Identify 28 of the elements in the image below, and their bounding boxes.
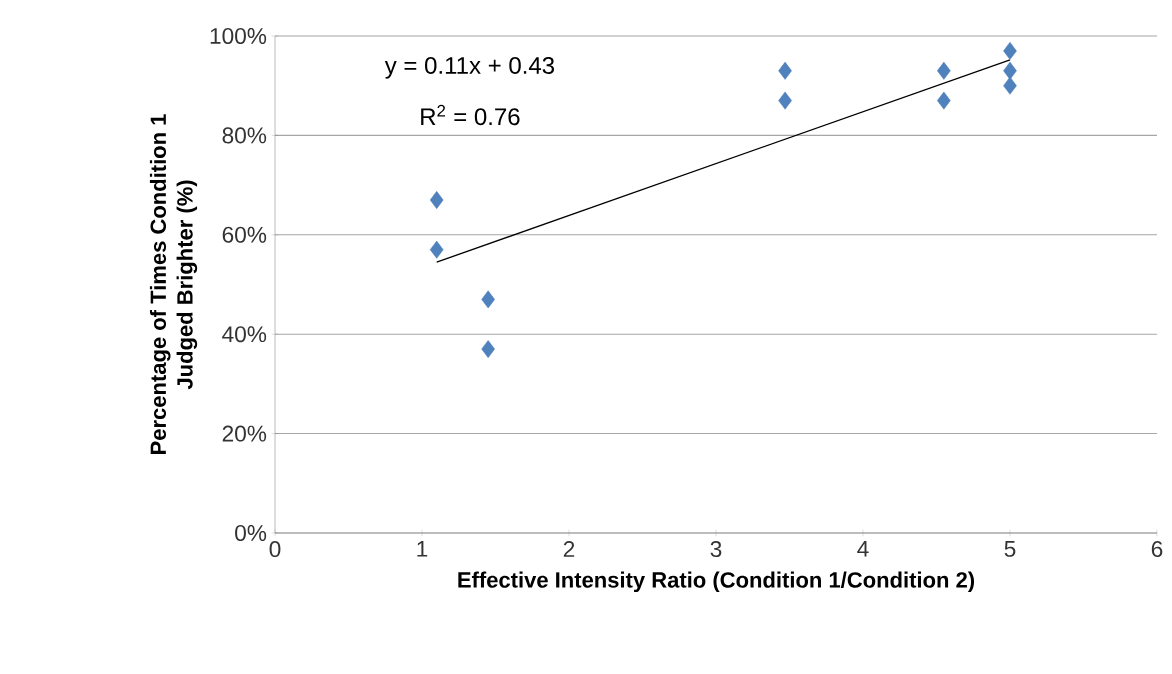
point <box>429 191 444 209</box>
point <box>1003 76 1017 95</box>
y-tick-label: 0% <box>235 524 267 542</box>
x-tick-label: 4 <box>857 541 869 557</box>
point <box>937 91 951 110</box>
y-tick-label: 80% <box>222 127 267 144</box>
point <box>429 240 444 259</box>
point <box>1003 61 1017 80</box>
x-tick-label: 0 <box>269 541 281 558</box>
x-tick-label: 6 <box>1151 541 1163 558</box>
x-tick-label: 2 <box>563 541 575 557</box>
y-axis-title: Percentage of Times Condition 1 Judged Brighter (%) <box>149 114 198 454</box>
y-tick-label: 40% <box>222 326 267 343</box>
point <box>778 61 792 80</box>
y-tick-label: 20% <box>222 425 267 442</box>
x-tick-label: 1 <box>417 541 428 557</box>
x-tick-label: 3 <box>710 541 722 558</box>
x-axis-title: Effective Intensity Ratio (Condition 1/Condition 2) <box>458 571 975 593</box>
annotation: y = 0.11x + 0.43 <box>384 56 555 79</box>
x-tick-label: 5 <box>1004 541 1016 557</box>
point <box>481 290 495 309</box>
point <box>481 340 495 359</box>
point <box>778 91 792 110</box>
point <box>937 61 951 80</box>
point <box>1003 41 1017 60</box>
y-tick-label: 100% <box>210 27 267 45</box>
annotation: R$^{2}$ = 0.76 <box>421 104 520 126</box>
y-tick-label: 60% <box>222 226 267 243</box>
